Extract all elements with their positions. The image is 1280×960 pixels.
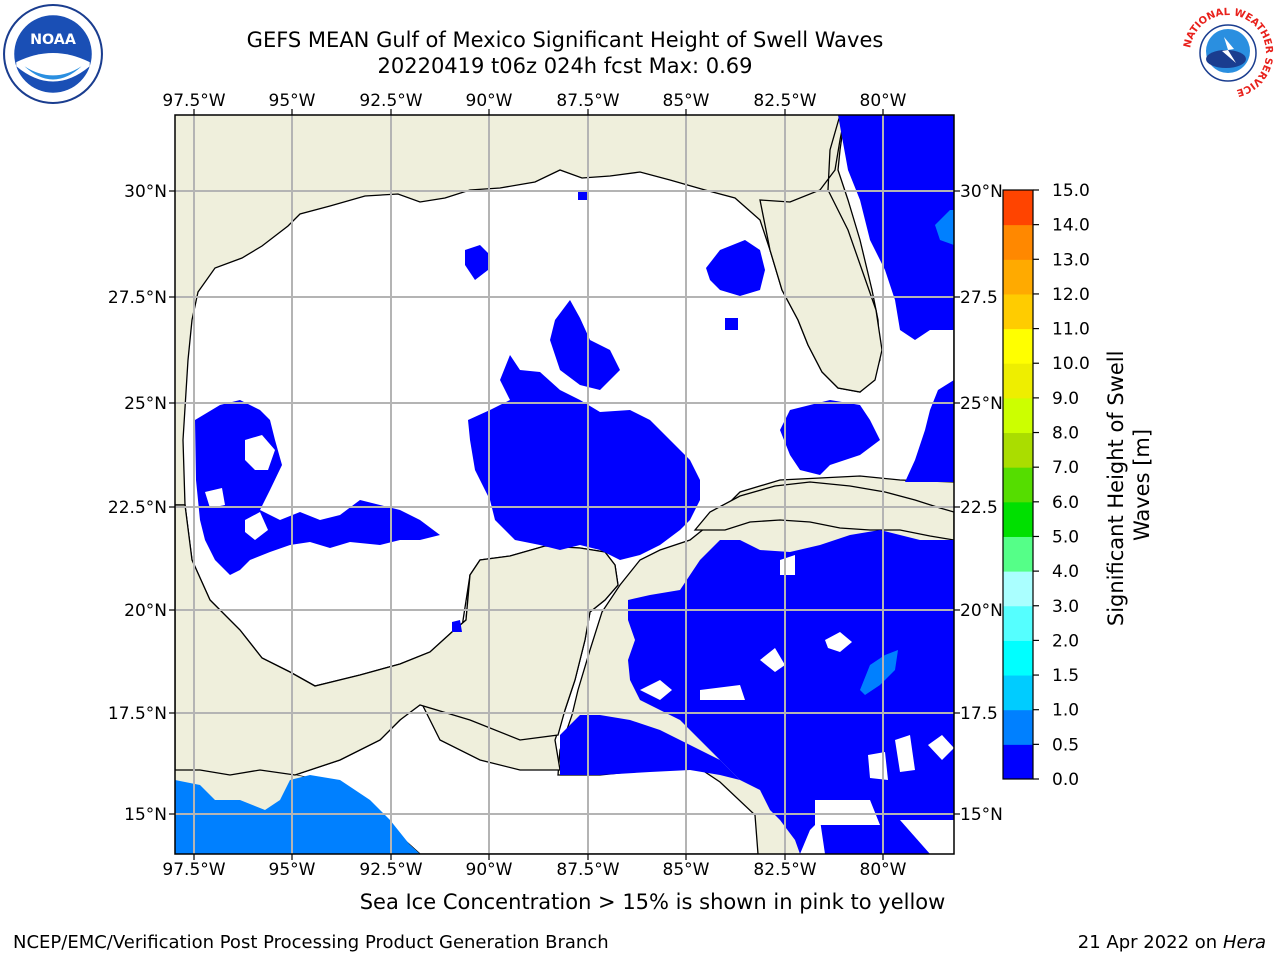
footer-machine: Hera bbox=[1222, 932, 1266, 953]
colorbar-segment bbox=[1003, 259, 1033, 295]
colorbar-segment bbox=[1003, 397, 1033, 434]
lat-label: 27.5 bbox=[960, 288, 998, 308]
colorbar-tick-label: 7.0 bbox=[1052, 458, 1079, 478]
colorbar-segment bbox=[1003, 190, 1033, 226]
colorbar-segment bbox=[1003, 744, 1033, 780]
colorbar-tick-label: 4.0 bbox=[1052, 562, 1079, 582]
lat-label: 22.5 bbox=[960, 498, 998, 518]
colorbar-tick-label: 8.0 bbox=[1052, 424, 1079, 444]
colorbar-segment bbox=[1003, 501, 1033, 537]
colorbar-segment bbox=[1003, 293, 1033, 330]
colorbar-tick-label: 1.0 bbox=[1052, 701, 1079, 721]
colorbar-label-line2: Waves [m] bbox=[1130, 429, 1154, 541]
lon-label: 80°W bbox=[860, 860, 907, 880]
lat-labels-left: 30°N 27.5°N 25°N 22.5°N 20°N 17.5°N 15°N bbox=[108, 182, 167, 825]
colorbar-label: Significant Height of Swell Waves [m] bbox=[1104, 344, 1154, 626]
colorbar-tick-label: 15.0 bbox=[1052, 181, 1090, 201]
footer-date-text: 21 Apr 2022 on bbox=[1077, 932, 1223, 953]
lat-label: 25°N bbox=[960, 394, 1003, 414]
lat-label: 27.5°N bbox=[108, 288, 167, 308]
colorbar-tick-label: 9.0 bbox=[1052, 389, 1079, 409]
lon-label: 85°W bbox=[663, 860, 710, 880]
lon-label: 92.5°W bbox=[359, 860, 422, 880]
lon-label: 87.5°W bbox=[556, 91, 619, 111]
lon-labels-bottom: 97.5°W 95°W 92.5°W 90°W 87.5°W 85°W 82.5… bbox=[162, 860, 906, 880]
colorbar-segment bbox=[1003, 571, 1033, 607]
footer-credit: NCEP/EMC/Verification Post Processing Pr… bbox=[13, 932, 609, 953]
colorbar-tick-label: 5.0 bbox=[1052, 527, 1079, 547]
lat-label: 17.5°N bbox=[108, 704, 167, 724]
colorbar-segment bbox=[1003, 432, 1033, 468]
lat-labels-right: 30°N 27.5 25°N 22.5 20°N 17.5 15°N bbox=[960, 182, 1003, 825]
lat-label: 25°N bbox=[124, 394, 167, 414]
colorbar-segment bbox=[1003, 709, 1033, 745]
lat-label: 15°N bbox=[124, 805, 167, 825]
lon-label: 97.5°W bbox=[162, 860, 225, 880]
colorbar-tick-label: 14.0 bbox=[1052, 216, 1090, 236]
lon-label: 90°W bbox=[466, 860, 513, 880]
lon-label: 82.5°W bbox=[753, 91, 816, 111]
lon-label: 85°W bbox=[663, 91, 710, 111]
map-frame bbox=[174, 114, 955, 855]
lon-label: 90°W bbox=[466, 91, 513, 111]
colorbar-tick-label: 6.0 bbox=[1052, 493, 1079, 513]
lat-label: 17.5 bbox=[960, 704, 998, 724]
colorbar-segment bbox=[1003, 224, 1033, 260]
chart-title: GEFS MEAN Gulf of Mexico Significant Hei… bbox=[246, 28, 884, 52]
colorbar-tick-label: 0.5 bbox=[1052, 735, 1079, 755]
colorbar-tick-label: 0.0 bbox=[1052, 770, 1079, 790]
colorbar-tick-label: 1.5 bbox=[1052, 666, 1079, 686]
colorbar-segment bbox=[1003, 328, 1033, 364]
colorbar-segment bbox=[1003, 467, 1033, 503]
lon-label: 82.5°W bbox=[753, 860, 816, 880]
footer-date: 21 Apr 2022 on Hera bbox=[1078, 932, 1266, 953]
colorbar-tick-label: 11.0 bbox=[1052, 320, 1090, 340]
florida-peninsula bbox=[759, 115, 883, 393]
noaa-logo: NOAA bbox=[3, 4, 103, 104]
swell-gaps bbox=[205, 435, 954, 854]
lon-label: 95°W bbox=[269, 91, 316, 111]
lat-label: 15°N bbox=[960, 805, 1003, 825]
lat-label: 30°N bbox=[124, 182, 167, 202]
colorbar-tick-label: 2.0 bbox=[1052, 631, 1079, 651]
colorbar-segment bbox=[1003, 605, 1033, 641]
colorbar-label-line1: Significant Height of Swell bbox=[1104, 351, 1128, 627]
lat-label: 20°N bbox=[124, 601, 167, 621]
noaa-logo-text: NOAA bbox=[30, 32, 76, 48]
sea-ice-note: Sea Ice Concentration > 15% is shown in … bbox=[359, 890, 946, 914]
colorbar: 0.0 0.5 1.0 1.5 2.0 3.0 4.0 5.0 6.0 7.0 8.0 9.0 10.0… bbox=[1002, 181, 1090, 790]
colorbar-tick-label: 10.0 bbox=[1052, 354, 1090, 374]
chart-subtitle: 20220419 t06z 024h fcst Max: 0.69 bbox=[377, 54, 753, 78]
colorbar-segment bbox=[1003, 675, 1033, 711]
colorbar-frame bbox=[1002, 189, 1034, 780]
colorbar-tick-label: 13.0 bbox=[1052, 250, 1090, 270]
lon-label: 92.5°W bbox=[359, 91, 422, 111]
colorbar-segment bbox=[1003, 536, 1033, 572]
nws-logo: NATIONAL WEATHER SERVICE bbox=[1180, 5, 1276, 101]
lat-label: 20°N bbox=[960, 601, 1003, 621]
lon-label: 95°W bbox=[269, 860, 316, 880]
colorbar-tick-label: 3.0 bbox=[1052, 597, 1079, 617]
lon-label: 80°W bbox=[860, 91, 907, 111]
lat-label: 30°N bbox=[960, 182, 1003, 202]
lon-label: 97.5°W bbox=[162, 91, 225, 111]
colorbar-segment bbox=[1003, 640, 1033, 676]
colorbar-tick-label: 12.0 bbox=[1052, 285, 1090, 305]
graticule bbox=[175, 115, 954, 854]
lon-labels-top: 97.5°W 95°W 92.5°W 90°W 87.5°W 85°W 82.5… bbox=[162, 91, 906, 111]
lat-label: 22.5°N bbox=[108, 498, 167, 518]
colorbar-segment bbox=[1003, 363, 1033, 399]
lon-label: 87.5°W bbox=[556, 860, 619, 880]
